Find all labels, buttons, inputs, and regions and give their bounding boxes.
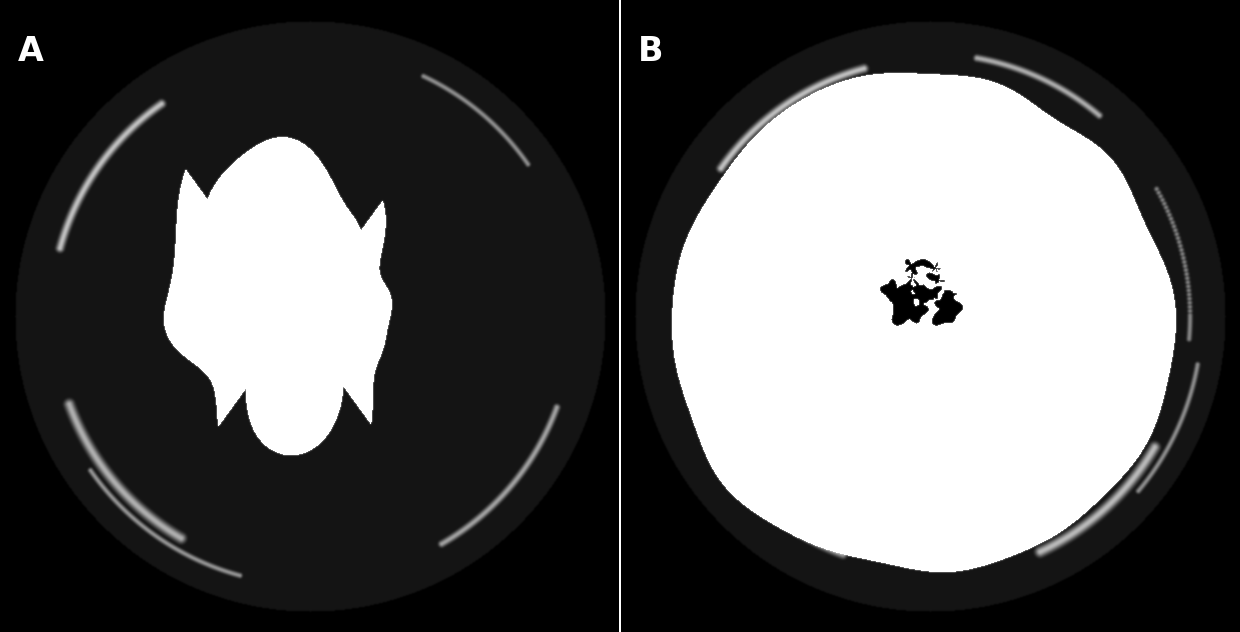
Text: B: B xyxy=(639,35,663,68)
Text: A: A xyxy=(19,35,43,68)
